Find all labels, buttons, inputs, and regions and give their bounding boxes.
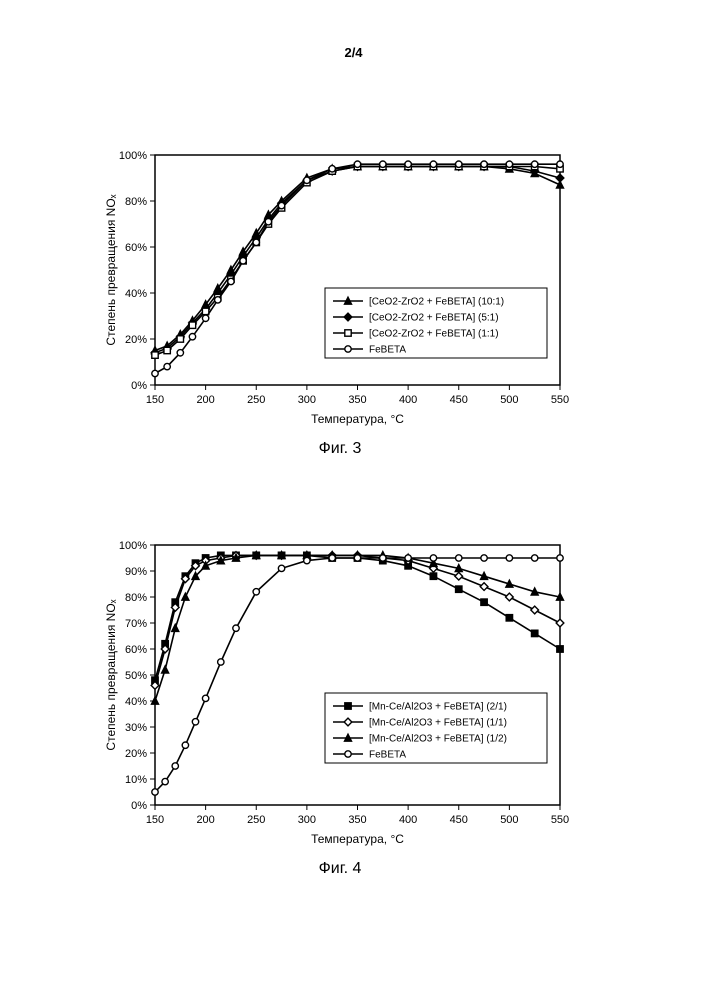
svg-text:30%: 30% [125, 722, 147, 734]
svg-text:Степень превращения NOₓ: Степень превращения NOₓ [104, 599, 118, 750]
svg-text:[Mn-Ce/Al2O3 + FeBETA] (1/2): [Mn-Ce/Al2O3 + FeBETA] (1/2) [369, 734, 507, 745]
chart-fig4: 150 200 250 300 350 400 450 500 550 0% 10% 20% 30% 40… [100, 530, 580, 878]
page-number: 2/4 [344, 45, 362, 60]
svg-text:80%: 80% [125, 196, 147, 208]
svg-text:550: 550 [551, 814, 569, 826]
svg-text:20%: 20% [125, 748, 147, 760]
svg-text:250: 250 [247, 394, 265, 406]
svg-text:70%: 70% [125, 618, 147, 630]
svg-text:450: 450 [450, 394, 468, 406]
svg-text:[CeO2-ZrO2 + FeBETA] (1:1): [CeO2-ZrO2 + FeBETA] (1:1) [369, 329, 499, 340]
chart-fig4-caption: Фиг. 4 [100, 860, 580, 878]
svg-text:90%: 90% [125, 566, 147, 578]
svg-text:100%: 100% [119, 150, 147, 162]
chart-fig3-caption: Фиг. 3 [100, 440, 580, 458]
svg-text:Степень превращения NOₓ: Степень превращения NOₓ [104, 194, 118, 345]
svg-text:40%: 40% [125, 696, 147, 708]
svg-text:550: 550 [551, 394, 569, 406]
svg-text:350: 350 [348, 814, 366, 826]
svg-text:[Mn-Ce/Al2O3 + FeBETA] (2/1): [Mn-Ce/Al2O3 + FeBETA] (2/1) [369, 702, 507, 713]
chart-fig3: 150 200 250 300 350 400 450 500 550 0% 20% 40% 60% 80… [100, 140, 580, 458]
svg-text:[CeO2-ZrO2 + FeBETA] (10:1): [CeO2-ZrO2 + FeBETA] (10:1) [369, 297, 504, 308]
svg-text:250: 250 [247, 814, 265, 826]
svg-text:FeBETA: FeBETA [369, 345, 406, 356]
svg-text:100%: 100% [119, 540, 147, 552]
chart-fig4-svg: 150 200 250 300 350 400 450 500 550 0% 10% 20% 30% 40… [100, 530, 580, 850]
svg-text:60%: 60% [125, 644, 147, 656]
svg-text:450: 450 [450, 814, 468, 826]
svg-text:[CeO2-ZrO2 + FeBETA] (5:1): [CeO2-ZrO2 + FeBETA] (5:1) [369, 313, 499, 324]
svg-text:Температура, °C: Температура, °C [311, 412, 404, 426]
svg-text:150: 150 [146, 814, 164, 826]
svg-text:200: 200 [196, 814, 214, 826]
svg-text:40%: 40% [125, 288, 147, 300]
svg-text:350: 350 [348, 394, 366, 406]
svg-text:0%: 0% [131, 380, 147, 392]
svg-text:500: 500 [500, 394, 518, 406]
svg-text:150: 150 [146, 394, 164, 406]
svg-text:300: 300 [298, 814, 316, 826]
svg-text:60%: 60% [125, 242, 147, 254]
svg-text:80%: 80% [125, 592, 147, 604]
svg-text:400: 400 [399, 814, 417, 826]
svg-text:10%: 10% [125, 774, 147, 786]
chart-fig3-svg: 150 200 250 300 350 400 450 500 550 0% 20% 40% 60% 80… [100, 140, 580, 430]
svg-text:50%: 50% [125, 670, 147, 682]
svg-text:Температура, °C: Температура, °C [311, 832, 404, 846]
svg-text:500: 500 [500, 814, 518, 826]
svg-text:[Mn-Ce/Al2O3 + FeBETA] (1/1): [Mn-Ce/Al2O3 + FeBETA] (1/1) [369, 718, 507, 729]
svg-text:0%: 0% [131, 800, 147, 812]
svg-text:200: 200 [196, 394, 214, 406]
svg-text:20%: 20% [125, 334, 147, 346]
svg-text:FeBETA: FeBETA [369, 750, 406, 761]
svg-text:300: 300 [298, 394, 316, 406]
svg-text:400: 400 [399, 394, 417, 406]
